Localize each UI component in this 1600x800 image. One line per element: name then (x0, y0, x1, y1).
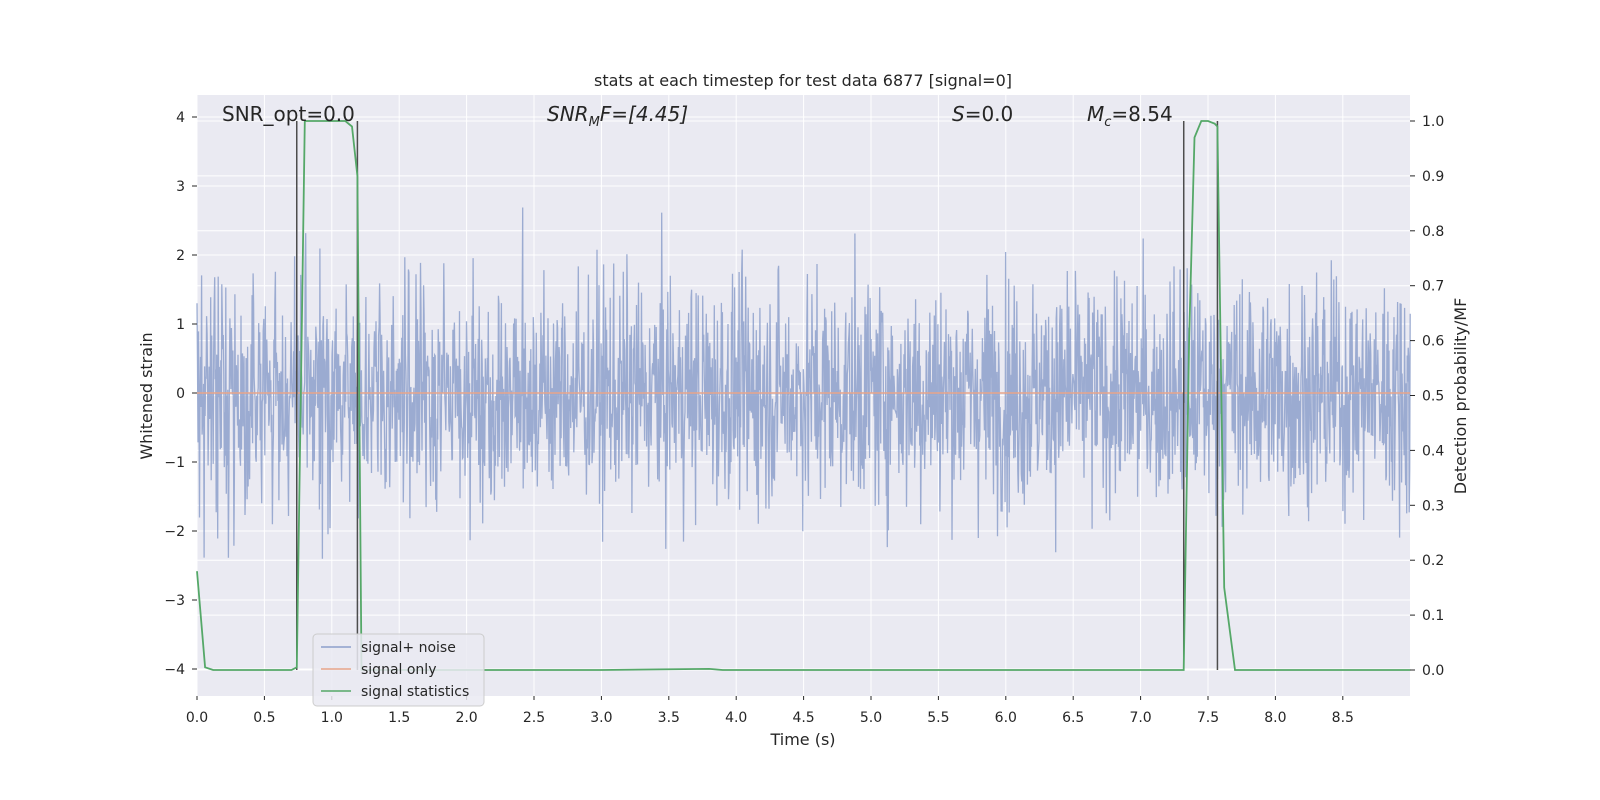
x-tick-label: 6.5 (1062, 710, 1084, 726)
x-tick-label: 8.0 (1264, 710, 1286, 726)
legend-box (312, 633, 485, 707)
x-tick-label: 5.0 (860, 710, 882, 726)
mc-annotation: Mc=8.54 (1087, 102, 1173, 130)
vertical-markers (296, 121, 1219, 670)
legend-label-noise: signal+ noise (361, 640, 456, 656)
x-tick-label: 4.0 (725, 710, 747, 726)
x-tick-label: 8.5 (1332, 710, 1354, 726)
chart-title: stats at each timestep for test data 687… (594, 71, 1012, 90)
legend: signal+ noise signal only signal statist… (312, 633, 485, 707)
y-tick-label: −4 (164, 662, 185, 678)
x-tick-label: 4.5 (792, 710, 814, 726)
x-tick-label: 7.5 (1197, 710, 1219, 726)
y-right-tick-label: 0.6 (1422, 334, 1444, 350)
y-right-tick-label: 0.7 (1422, 279, 1444, 295)
snr-opt-annotation: SNR_opt=0.0 (222, 102, 355, 126)
y-right-tick-label: 0.2 (1422, 553, 1444, 569)
signal-statistics-series (196, 120, 1411, 671)
y-tick-label: −3 (164, 593, 185, 609)
y-right-tick-label: 0.9 (1422, 169, 1444, 185)
y-tick-label: −2 (164, 524, 185, 540)
s-annotation: S=0.0 (952, 102, 1013, 126)
y-right-tick-label: 0.8 (1422, 224, 1444, 240)
y-right-tick-label: 0.3 (1422, 498, 1444, 514)
y-tick-label: 3 (176, 179, 185, 195)
mc-sub: c (1104, 115, 1111, 130)
mc-main: M (1087, 102, 1104, 126)
x-tick-label: 7.0 (1129, 710, 1151, 726)
y-tick-label: 2 (176, 248, 185, 264)
y-tick-label: 0 (176, 386, 185, 402)
y-right-tick-label: 0.1 (1422, 608, 1444, 624)
x-tick-labels: 0.0 0.5 1.0 1.5 2.0 2.5 3.0 3.5 4.0 4.5 5.0 5.5 6.0 6… (186, 696, 1354, 726)
x-tick-label: 2.0 (455, 710, 477, 726)
x-tick-label: 0.0 (186, 710, 208, 726)
y-right-tick-label: 0.5 (1422, 389, 1444, 405)
y-tick-label: 4 (176, 110, 185, 126)
legend-label-signal-only: signal only (361, 662, 436, 678)
x-tick-label: 0.5 (253, 710, 275, 726)
x-axis-label: Time (s) (769, 730, 835, 749)
y-tick-labels: 4 3 2 1 0 −1 −2 −3 −4 (164, 110, 197, 678)
y-right-tick-label: 0.0 (1422, 663, 1444, 679)
signal-statistics-line (196, 120, 1411, 671)
s-rest: =0.0 (965, 102, 1014, 126)
x-tick-label: 2.5 (523, 710, 545, 726)
x-tick-label: 6.0 (995, 710, 1017, 726)
y-right-axis-label: Detection probability/MF (1451, 298, 1470, 495)
y-right-tick-label: 0.4 (1422, 443, 1444, 459)
y-tick-label: −1 (164, 455, 185, 471)
snr-mf-annotation: SNRMF=[4.45] (547, 102, 688, 130)
y-tick-label: 1 (176, 317, 185, 333)
snr-mf-main: SNR (547, 102, 589, 126)
snr-mf-rest: F=[4.45] (600, 102, 688, 126)
y-right-tick-labels: 1.0 0.9 0.8 0.7 0.6 0.5 0.4 0.3 0.2 0.1 0.0 (1410, 114, 1444, 679)
x-tick-label: 1.5 (388, 710, 410, 726)
x-tick-label: 1.0 (321, 710, 343, 726)
signal-noise-line (196, 207, 1411, 559)
x-tick-label: 3.5 (658, 710, 680, 726)
legend-label-statistics: signal statistics (361, 684, 469, 700)
snr-mf-sub: M (589, 115, 600, 130)
s-main: S (952, 102, 965, 126)
x-tick-label: 5.5 (927, 710, 949, 726)
signal-noise-series (196, 207, 1411, 559)
mc-rest: =8.54 (1111, 102, 1172, 126)
x-tick-label: 3.0 (590, 710, 612, 726)
y-axis-label: Whitened strain (137, 332, 156, 459)
y-right-tick-label: 1.0 (1422, 114, 1444, 130)
